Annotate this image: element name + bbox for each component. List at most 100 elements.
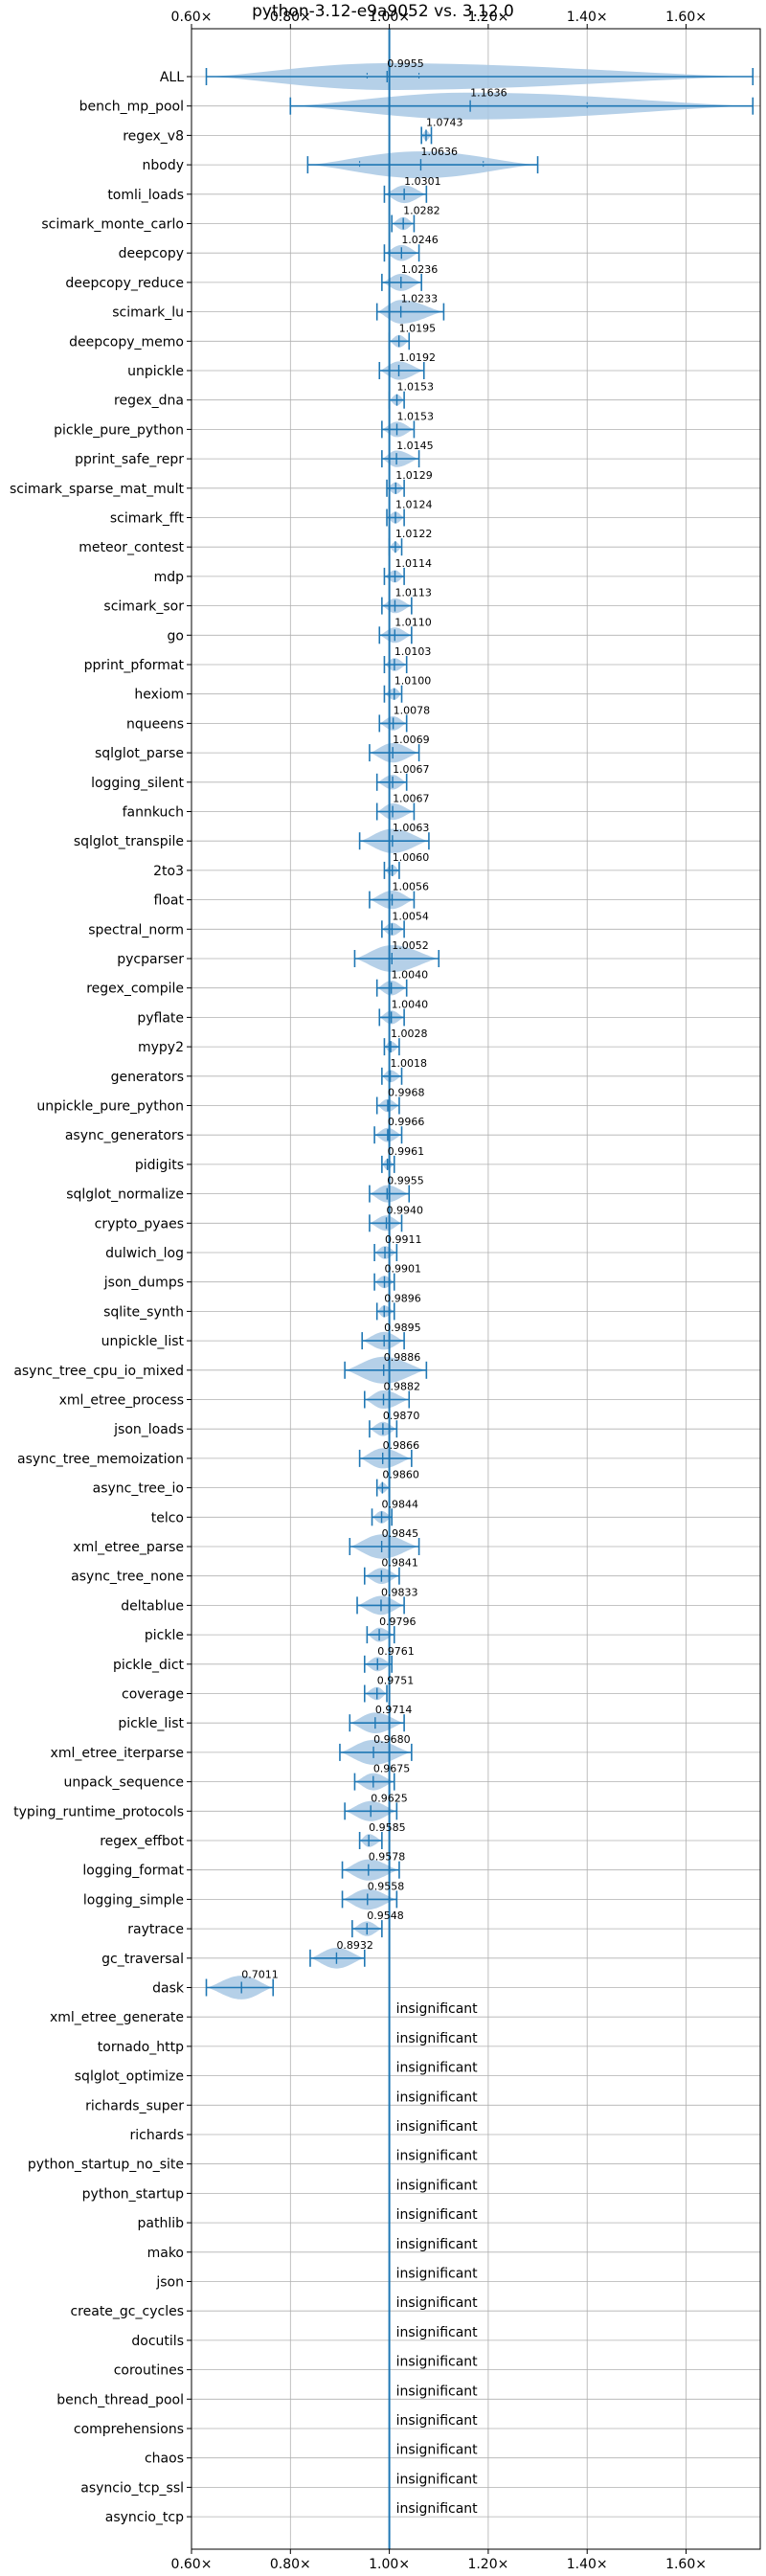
category-label: pyflate [137, 1010, 184, 1026]
value-label: 1.0192 [399, 351, 437, 364]
category-label: coverage [122, 1687, 184, 1703]
value-label: 0.7011 [241, 1969, 278, 1981]
category-label: tomli_loads [107, 188, 184, 203]
x-tick-label-bottom: 1.40× [567, 2557, 608, 2572]
category-label: richards [130, 2128, 185, 2143]
category-label: raytrace [127, 1922, 184, 1937]
value-label: 1.0114 [394, 557, 432, 570]
category-label: float [154, 893, 185, 909]
category-label: pathlib [138, 2216, 185, 2231]
label-layer: 0.9955 1.1636 1.0743 1.0636 1.0301 1.0282 1.02… [241, 57, 507, 2517]
plot-frame [191, 28, 761, 2550]
value-label: 0.9895 [384, 1322, 421, 1334]
category-label: json [155, 2275, 184, 2291]
category-label: sqlite_synth [103, 1304, 184, 1320]
x-tick-label-top: 0.60× [171, 10, 213, 25]
insignificant-label: insignificant [396, 2267, 479, 2282]
value-label: 0.9860 [382, 1469, 419, 1481]
category-label: async_tree_none [71, 1570, 184, 1585]
value-label: 0.9548 [367, 1909, 404, 1922]
grid-layer [191, 29, 760, 2549]
value-label: 1.0028 [391, 1028, 428, 1040]
category-label: scimark_monte_carlo [41, 217, 184, 233]
x-tick-label-top: 0.80× [270, 10, 311, 25]
category-label: regex_effbot [100, 1834, 184, 1849]
insignificant-label: insignificant [396, 2001, 479, 2017]
x-tick-label-top: 1.40× [567, 10, 608, 25]
category-label: create_gc_cycles [70, 2304, 184, 2319]
category-label: dask [152, 1981, 185, 1997]
value-label: 0.9966 [388, 1116, 425, 1128]
value-label: 1.0052 [392, 939, 429, 952]
category-label: pickle_pure_python [54, 422, 184, 438]
insignificant-label: insignificant [396, 2472, 479, 2487]
insignificant-label: insignificant [396, 2178, 479, 2193]
value-label: 0.9833 [381, 1586, 418, 1598]
value-label: 1.0069 [393, 734, 430, 746]
value-label: 0.9961 [388, 1145, 425, 1158]
violin-layer [206, 63, 754, 2000]
value-label: 1.0040 [392, 969, 429, 982]
insignificant-label: insignificant [396, 2061, 479, 2076]
x-tick-label-top: 1.00× [369, 10, 410, 25]
category-label: 2to3 [153, 864, 184, 879]
value-label: 1.0236 [401, 263, 439, 276]
category-label: pycparser [117, 952, 184, 967]
value-label: 0.9751 [377, 1675, 415, 1687]
category-label: xml_etree_parse [73, 1540, 184, 1555]
category-label: pickle_dict [113, 1658, 185, 1673]
value-label: 1.0153 [397, 410, 435, 422]
category-label: unpickle [127, 364, 184, 379]
category-label: bench_thread_pool [56, 2392, 184, 2407]
category-label: asyncio_tcp_ssl [80, 2480, 184, 2496]
category-label: scimark_fft [110, 511, 185, 527]
value-label: 0.9845 [382, 1527, 419, 1540]
category-label: json_loads [113, 1422, 184, 1437]
category-label: gc_traversal [101, 1952, 184, 1967]
category-label: dulwich_log [105, 1246, 184, 1261]
category-label: richards_super [85, 2098, 184, 2113]
insignificant-label: insignificant [396, 2207, 479, 2223]
insignificant-label: insignificant [396, 2413, 479, 2429]
category-label: crypto_pyaes [95, 1216, 184, 1232]
category-label: asyncio_tcp [105, 2510, 184, 2525]
category-label: mako [147, 2246, 184, 2261]
category-label: xml_etree_generate [50, 2010, 184, 2025]
category-label: logging_simple [83, 1892, 184, 1908]
value-label: 0.9680 [373, 1733, 411, 1746]
category-label: mdp [154, 570, 185, 585]
category-label: json_dumps [103, 1276, 184, 1291]
category-label: nqueens [126, 716, 184, 732]
value-label: 0.9585 [369, 1821, 406, 1834]
value-label: 1.0743 [426, 116, 463, 128]
category-label: regex_v8 [123, 128, 184, 144]
value-label: 0.9558 [368, 1880, 405, 1892]
category-label: ALL [160, 70, 184, 85]
category-label: unpickle_pure_python [36, 1099, 184, 1115]
value-label: 0.9886 [384, 1351, 421, 1364]
value-label: 1.0153 [397, 381, 435, 394]
category-label: telco [151, 1510, 184, 1525]
insignificant-label: insignificant [396, 2295, 479, 2311]
category-label: deepcopy [119, 246, 184, 261]
value-label: 0.9844 [382, 1498, 419, 1510]
value-label: 0.9761 [377, 1645, 415, 1658]
value-label: 0.9870 [383, 1410, 420, 1422]
value-label: 0.9968 [388, 1087, 425, 1099]
insignificant-label: insignificant [396, 2384, 479, 2399]
category-label: logging_format [82, 1864, 184, 1879]
value-label: 0.9940 [387, 1204, 424, 1216]
category-label: regex_compile [86, 982, 184, 997]
category-label: scimark_sparse_mat_mult [10, 482, 184, 497]
category-label: deepcopy_memo [69, 334, 184, 350]
category-label: async_generators [65, 1128, 184, 1143]
category-label: mypy2 [138, 1040, 184, 1055]
value-label: 0.9714 [375, 1704, 413, 1716]
value-label: 1.0056 [393, 881, 430, 893]
category-label: sqlglot_optimize [75, 2069, 184, 2085]
category-label: fannkuch [123, 805, 184, 821]
category-label: async_tree_memoization [17, 1452, 184, 1467]
insignificant-label: insignificant [396, 2119, 479, 2135]
